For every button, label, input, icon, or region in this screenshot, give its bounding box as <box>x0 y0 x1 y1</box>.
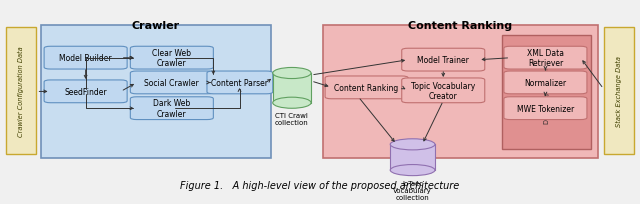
FancyBboxPatch shape <box>325 76 408 99</box>
Text: Topic Vocabulary
Creator: Topic Vocabulary Creator <box>411 81 476 101</box>
Ellipse shape <box>273 68 311 79</box>
FancyBboxPatch shape <box>504 97 587 120</box>
FancyBboxPatch shape <box>41 26 271 159</box>
Text: SeedFinder: SeedFinder <box>64 87 107 96</box>
Ellipse shape <box>273 98 311 109</box>
Text: Data preprocessor: Data preprocessor <box>544 62 550 124</box>
Text: Dark Web
Crawler: Dark Web Crawler <box>153 99 191 118</box>
Text: Stack Exchange Data: Stack Exchange Data <box>616 56 622 127</box>
Text: Content Ranking: Content Ranking <box>335 83 399 92</box>
Text: Model Builder: Model Builder <box>60 54 112 63</box>
Text: Content Ranking: Content Ranking <box>408 21 513 31</box>
Text: IoTsec
Vocabulary
collection: IoTsec Vocabulary collection <box>393 180 432 200</box>
Ellipse shape <box>390 165 435 176</box>
Text: Clear Web
Crawler: Clear Web Crawler <box>152 49 191 68</box>
Text: MWE Tokenizer: MWE Tokenizer <box>517 104 574 113</box>
FancyBboxPatch shape <box>504 47 587 70</box>
Text: Model Trainer: Model Trainer <box>417 56 469 65</box>
FancyBboxPatch shape <box>604 28 634 154</box>
Text: Content Parser: Content Parser <box>211 79 268 88</box>
Polygon shape <box>273 74 311 103</box>
FancyBboxPatch shape <box>44 81 127 103</box>
FancyBboxPatch shape <box>402 49 484 72</box>
Polygon shape <box>390 145 435 170</box>
FancyBboxPatch shape <box>207 72 273 94</box>
Text: Crawler: Crawler <box>132 21 180 31</box>
FancyBboxPatch shape <box>402 79 484 103</box>
FancyBboxPatch shape <box>131 47 213 70</box>
FancyBboxPatch shape <box>323 26 598 159</box>
Text: Figure 1.   A high-level view of the proposed architecture: Figure 1. A high-level view of the propo… <box>180 180 460 190</box>
Ellipse shape <box>390 139 435 150</box>
FancyBboxPatch shape <box>502 36 591 150</box>
FancyBboxPatch shape <box>131 72 213 94</box>
Text: Social Crawler: Social Crawler <box>145 79 199 88</box>
Text: Normalizer: Normalizer <box>524 79 566 88</box>
Text: Crawler Configuration Data: Crawler Configuration Data <box>18 46 24 136</box>
FancyBboxPatch shape <box>6 28 36 154</box>
FancyBboxPatch shape <box>44 47 127 70</box>
FancyBboxPatch shape <box>131 97 213 120</box>
FancyBboxPatch shape <box>504 72 587 94</box>
Text: CTI Crawl
collection: CTI Crawl collection <box>275 113 308 126</box>
Text: XML Data
Retriever: XML Data Retriever <box>527 49 564 68</box>
